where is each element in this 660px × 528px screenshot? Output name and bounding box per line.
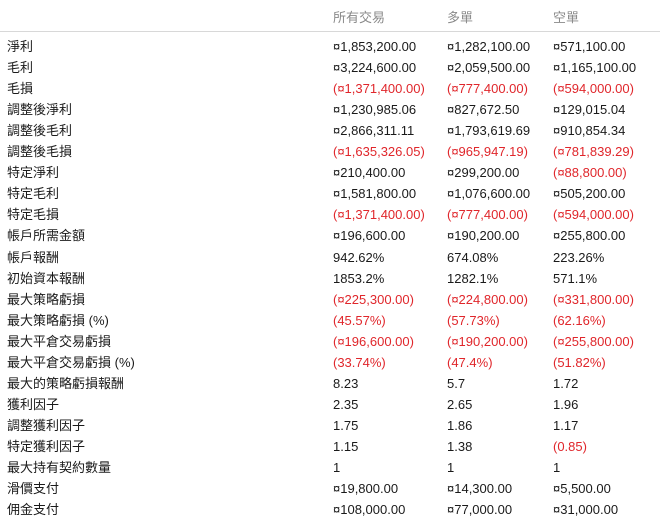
cell-value: ¤827,672.50 bbox=[447, 102, 520, 118]
cell-value: 223.26% bbox=[553, 249, 605, 265]
cell-value: 1 bbox=[447, 460, 455, 475]
cell-value: ¤505,200.00 bbox=[553, 186, 626, 202]
cell-value: 674.08% bbox=[447, 249, 499, 265]
cell-value: (33.74%) bbox=[333, 354, 386, 370]
cell-value: 1.75 bbox=[333, 417, 359, 433]
row-label: 最大平倉交易虧損 bbox=[7, 333, 112, 349]
cell-value: (¤594,000.00) bbox=[553, 207, 634, 223]
cell-value: ¤1,076,600.00 bbox=[447, 186, 531, 202]
cell-value: ¤1,793,619.69 bbox=[447, 123, 531, 139]
cell-value: 1.96 bbox=[553, 396, 579, 412]
row-label: 初始資本報酬 bbox=[7, 270, 86, 286]
cell-value: (¤594,000.00) bbox=[553, 81, 634, 97]
row-label: 滑價支付 bbox=[7, 481, 60, 497]
cell-value: ¤1,581,800.00 bbox=[333, 186, 417, 202]
row-label: 調整後毛利 bbox=[7, 123, 73, 139]
row-label: 帳戶報酬 bbox=[7, 249, 60, 265]
column-header: 多單 bbox=[447, 10, 474, 25]
row-label: 最大策略虧損 (%) bbox=[7, 312, 109, 328]
cell-value: 1282.1% bbox=[447, 270, 499, 286]
cell-value: (¤781,839.29) bbox=[553, 144, 634, 160]
cell-value: ¤299,200.00 bbox=[447, 165, 520, 181]
cell-value: ¤196,600.00 bbox=[333, 228, 406, 244]
cell-value: (¤331,800.00) bbox=[553, 291, 634, 307]
cell-value: ¤77,000.00 bbox=[447, 502, 513, 518]
cell-value: 2.35 bbox=[333, 396, 359, 412]
row-label: 最大策略虧損 bbox=[7, 291, 86, 307]
cell-value: 1853.2% bbox=[333, 270, 385, 286]
cell-value: ¤31,000.00 bbox=[553, 502, 619, 518]
cell-value: (57.73%) bbox=[447, 312, 500, 328]
cell-value: ¤210,400.00 bbox=[333, 165, 406, 181]
cell-value: (¤255,800.00) bbox=[553, 333, 634, 349]
row-label: 調整獲利因子 bbox=[7, 417, 86, 433]
column-header: 所有交易 bbox=[333, 10, 386, 25]
row-label: 佣金支付 bbox=[7, 502, 60, 518]
row-label: 最大的策略虧損報酬 bbox=[7, 375, 125, 391]
header-rule bbox=[0, 31, 660, 32]
cell-value: 1 bbox=[553, 460, 561, 475]
cell-value: (¤88,800.00) bbox=[553, 165, 627, 181]
cell-value: ¤129,015.04 bbox=[553, 102, 626, 118]
column-header: 空單 bbox=[553, 10, 580, 25]
cell-value: (¤965,947.19) bbox=[447, 144, 528, 160]
cell-value: 1 bbox=[333, 460, 341, 475]
cell-value: 571.1% bbox=[553, 270, 598, 286]
row-label: 最大平倉交易虧損 (%) bbox=[7, 354, 135, 370]
cell-value: ¤14,300.00 bbox=[447, 481, 513, 497]
cell-value: (¤196,600.00) bbox=[333, 333, 414, 349]
cell-value: ¤108,000.00 bbox=[333, 502, 406, 518]
row-label: 調整後毛損 bbox=[7, 144, 73, 160]
cell-value: 8.23 bbox=[333, 375, 359, 391]
cell-value: 1.86 bbox=[447, 417, 473, 433]
row-label: 特定獲利因子 bbox=[7, 438, 86, 454]
cell-value: 942.62% bbox=[333, 249, 385, 265]
cell-value: ¤255,800.00 bbox=[553, 228, 626, 244]
cell-value: 1.72 bbox=[553, 375, 579, 391]
cell-value: 1.17 bbox=[553, 417, 579, 433]
cell-value: ¤571,100.00 bbox=[553, 39, 626, 54]
cell-value: (¤1,371,400.00) bbox=[333, 207, 425, 223]
cell-value: (¤190,200.00) bbox=[447, 333, 528, 349]
cell-value: 5.7 bbox=[447, 375, 466, 391]
row-label: 特定毛損 bbox=[7, 207, 60, 223]
cell-value: (¤1,635,326.05) bbox=[333, 144, 425, 160]
row-label: 毛利 bbox=[7, 60, 34, 76]
cell-value: ¤1,165,100.00 bbox=[553, 60, 637, 76]
cell-value: ¤1,853,200.00 bbox=[333, 39, 417, 54]
cell-value: ¤1,282,100.00 bbox=[447, 39, 531, 54]
row-label: 特定毛利 bbox=[7, 186, 60, 202]
row-label: 最大持有契約數量 bbox=[7, 460, 112, 475]
cell-value: ¤1,230,985.06 bbox=[333, 102, 417, 118]
row-label: 調整後淨利 bbox=[7, 102, 73, 118]
cell-value: ¤190,200.00 bbox=[447, 228, 520, 244]
row-label: 獲利因子 bbox=[7, 396, 60, 412]
row-label: 特定淨利 bbox=[7, 165, 60, 181]
cell-value: ¤910,854.34 bbox=[553, 123, 626, 139]
cell-value: (¤777,400.00) bbox=[447, 207, 528, 223]
cell-value: 1.15 bbox=[333, 438, 359, 454]
cell-value: (51.82%) bbox=[553, 354, 606, 370]
cell-value: (¤1,371,400.00) bbox=[333, 81, 425, 97]
row-label: 毛損 bbox=[7, 81, 34, 97]
cell-value: (0.85) bbox=[553, 438, 587, 454]
cell-value: 1.38 bbox=[447, 438, 473, 454]
cell-value: ¤2,059,500.00 bbox=[447, 60, 531, 76]
cell-value: (¤224,800.00) bbox=[447, 291, 528, 307]
cell-value: (62.16%) bbox=[553, 312, 606, 328]
cell-value: ¤19,800.00 bbox=[333, 481, 399, 497]
cell-value: (¤777,400.00) bbox=[447, 81, 528, 97]
cell-value: (45.57%) bbox=[333, 312, 386, 328]
cell-value: ¤2,866,311.11 bbox=[333, 123, 415, 139]
row-label: 帳戶所需金額 bbox=[7, 228, 86, 244]
cell-value: 2.65 bbox=[447, 396, 473, 412]
cell-value: (47.4%) bbox=[447, 354, 493, 370]
cell-value: ¤5,500.00 bbox=[553, 481, 611, 497]
row-label: 淨利 bbox=[7, 39, 34, 54]
cell-value: ¤3,224,600.00 bbox=[333, 60, 417, 76]
cell-value: (¤225,300.00) bbox=[333, 291, 414, 307]
